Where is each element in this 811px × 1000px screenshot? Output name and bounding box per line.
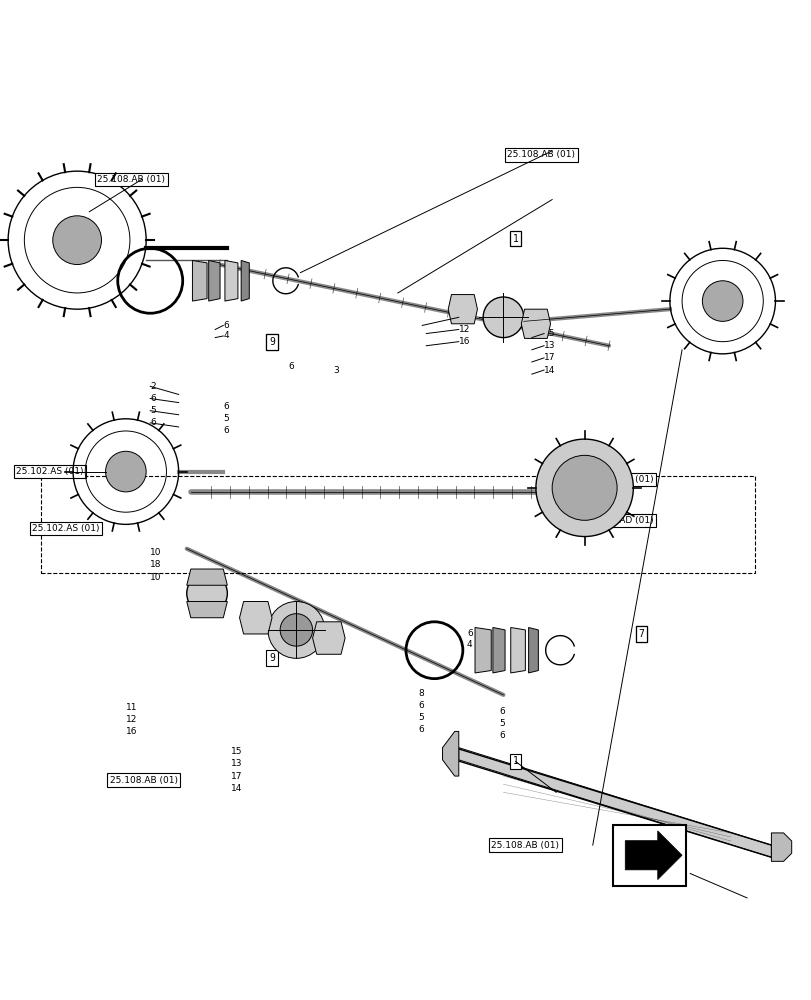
Text: 17: 17	[231, 772, 242, 781]
Text: 6: 6	[288, 362, 294, 371]
Text: 15: 15	[231, 747, 242, 756]
Text: 4: 4	[223, 331, 229, 340]
Text: 6: 6	[499, 707, 504, 716]
Text: 12: 12	[458, 325, 470, 334]
Text: 15: 15	[543, 329, 555, 338]
Text: 14: 14	[543, 366, 555, 375]
Text: 17: 17	[543, 353, 555, 362]
Text: 13: 13	[543, 341, 555, 350]
Text: 10: 10	[150, 548, 161, 557]
Text: 5: 5	[223, 414, 229, 423]
Text: 6: 6	[223, 402, 229, 411]
Text: 4: 4	[466, 640, 472, 649]
Text: 25.102.AD (01): 25.102.AD (01)	[584, 516, 653, 525]
Text: 7: 7	[637, 629, 644, 639]
Text: 25.108.AB (01): 25.108.AB (01)	[491, 841, 559, 850]
Circle shape	[702, 281, 742, 321]
Text: 6: 6	[515, 642, 521, 651]
Text: 6: 6	[150, 418, 156, 427]
Text: 9: 9	[268, 337, 275, 347]
Text: 6: 6	[150, 394, 156, 403]
Circle shape	[535, 439, 633, 537]
Polygon shape	[474, 627, 491, 673]
Polygon shape	[241, 260, 249, 301]
Polygon shape	[624, 831, 681, 880]
Text: 9: 9	[268, 653, 275, 663]
Polygon shape	[187, 601, 227, 618]
Text: 6: 6	[499, 731, 504, 740]
Polygon shape	[239, 601, 272, 634]
Text: 25.102.AS (01): 25.102.AS (01)	[16, 467, 84, 476]
Text: 12: 12	[126, 715, 137, 724]
Circle shape	[53, 216, 101, 265]
Text: 25.102.AD (01): 25.102.AD (01)	[584, 475, 653, 484]
Circle shape	[551, 455, 616, 520]
Polygon shape	[448, 295, 477, 324]
Polygon shape	[770, 833, 791, 861]
Text: 6: 6	[418, 701, 423, 710]
Text: 13: 13	[231, 759, 242, 768]
Circle shape	[268, 601, 324, 658]
Text: 25.108.AB (01): 25.108.AB (01)	[97, 175, 165, 184]
Text: 11: 11	[458, 313, 470, 322]
Text: 2: 2	[150, 382, 156, 391]
Polygon shape	[187, 569, 227, 585]
Text: 7: 7	[637, 629, 644, 639]
Polygon shape	[442, 731, 458, 776]
Text: 5: 5	[499, 719, 504, 728]
Text: 16: 16	[458, 337, 470, 346]
Circle shape	[280, 614, 312, 646]
Polygon shape	[192, 260, 207, 301]
Text: 16: 16	[126, 727, 137, 736]
Polygon shape	[510, 627, 525, 673]
Text: 2: 2	[515, 654, 521, 663]
Text: 3: 3	[333, 366, 338, 375]
Polygon shape	[208, 260, 220, 301]
Text: 6: 6	[418, 725, 423, 734]
Text: 25.108.AB (01): 25.108.AB (01)	[507, 150, 575, 159]
Text: 10: 10	[150, 573, 161, 582]
Text: 18: 18	[150, 560, 161, 569]
Circle shape	[187, 573, 227, 614]
Text: 1: 1	[512, 756, 518, 766]
Text: 6: 6	[223, 426, 229, 435]
Polygon shape	[492, 627, 504, 673]
Text: 5: 5	[150, 406, 156, 415]
Text: 6: 6	[466, 629, 472, 638]
Polygon shape	[528, 627, 538, 673]
Circle shape	[483, 297, 523, 338]
Text: 6: 6	[223, 321, 229, 330]
Text: 25.102.AS (01): 25.102.AS (01)	[32, 524, 100, 533]
Text: 8: 8	[418, 689, 423, 698]
Text: 14: 14	[231, 784, 242, 793]
Text: 5: 5	[418, 713, 423, 722]
Polygon shape	[225, 260, 238, 301]
Text: 25.108.AB (01): 25.108.AB (01)	[109, 776, 178, 785]
FancyBboxPatch shape	[612, 825, 685, 886]
Polygon shape	[312, 622, 345, 654]
Text: 9: 9	[268, 337, 275, 347]
Text: 1: 1	[512, 234, 518, 244]
Text: 11: 11	[126, 703, 137, 712]
Circle shape	[105, 451, 146, 492]
Polygon shape	[458, 748, 770, 857]
Polygon shape	[521, 309, 550, 338]
